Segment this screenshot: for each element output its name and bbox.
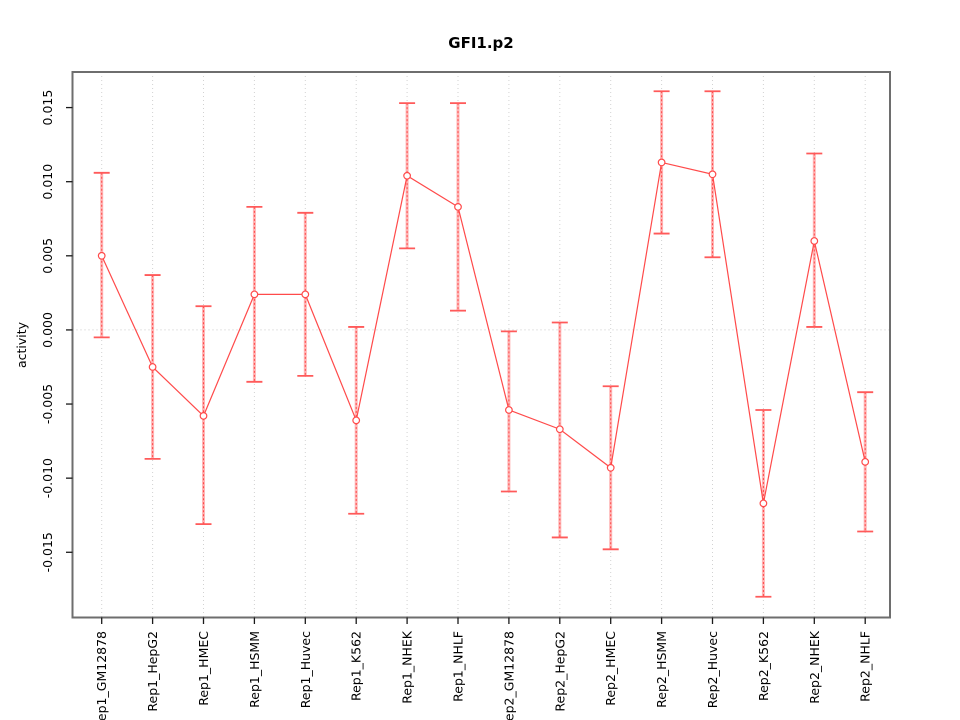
data-point xyxy=(199,412,208,420)
data-point xyxy=(148,363,157,371)
x-tick-label: Rep1_NHEK xyxy=(400,630,415,704)
x-tick-label: Rep2_Huvec xyxy=(705,631,720,708)
x-tick-label: Rep2_HMEC xyxy=(603,631,618,706)
plot-layer: 0.015 0.010 0.005 0.000 -0.005 -0.010 -0.015 Re… xyxy=(40,71,891,720)
x-tick-label: Rep2_NHEK xyxy=(807,630,822,704)
x-tick-label: Rep2_K562 xyxy=(756,631,771,701)
chart-title: GFI1.p2 xyxy=(448,34,513,52)
plot-border xyxy=(71,71,891,619)
x-tick-label: Rep1_K562 xyxy=(349,631,364,701)
y-tick-label: 0.005 xyxy=(40,238,55,274)
data-point xyxy=(250,290,259,299)
data-point xyxy=(606,463,615,472)
data-point xyxy=(301,290,310,299)
data-point xyxy=(810,237,819,245)
x-tick-label: Rep2_NHLF xyxy=(858,631,873,702)
y-tick-label: 0.010 xyxy=(40,164,55,200)
y-tick-label: -0.015 xyxy=(40,532,55,572)
y-tick-label: 0.015 xyxy=(40,90,55,126)
data-point xyxy=(555,425,564,434)
x-tick-label: Rep1_HMEC xyxy=(196,631,211,706)
x-tick-label: Rep2_HSMM xyxy=(654,631,669,708)
data-point xyxy=(759,499,768,508)
data-point xyxy=(505,406,513,414)
x-tick-label: Rep1_HSMM xyxy=(247,631,262,708)
y-tick-label: -0.010 xyxy=(40,458,55,498)
data-point xyxy=(861,457,870,466)
x-tick-label: Rep1_NHLF xyxy=(451,631,466,702)
y-tick-label: -0.005 xyxy=(40,384,55,424)
x-tick-label: Rep2_GM12878 xyxy=(501,631,516,720)
x-tick-label: Rep1_Huvec xyxy=(298,631,313,708)
data-point xyxy=(454,202,462,211)
y-tick-label: 0.000 xyxy=(40,312,55,348)
data-point xyxy=(97,251,106,260)
x-tick-label: Rep2_HepG2 xyxy=(552,631,567,712)
data-point xyxy=(708,170,717,179)
y-axis-label: activity xyxy=(14,321,29,368)
data-point xyxy=(657,158,666,167)
data-point xyxy=(352,416,361,425)
series-line xyxy=(101,161,866,504)
data-point xyxy=(403,171,412,180)
x-tick-label: Rep1_GM12878 xyxy=(94,631,109,720)
x-tick-label: Rep1_HepG2 xyxy=(145,631,160,712)
